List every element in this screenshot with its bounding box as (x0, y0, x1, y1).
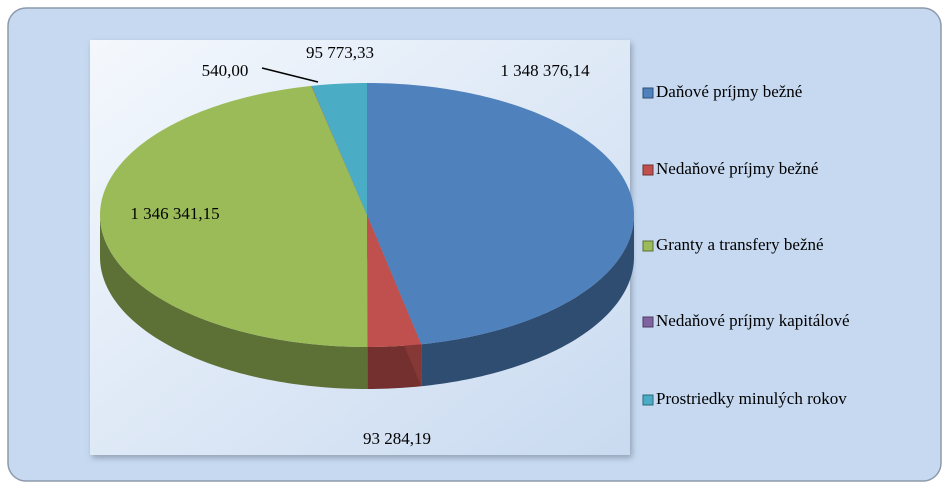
data-label: 540,00 (202, 61, 249, 80)
slice-side (367, 344, 422, 389)
legend-label: Nedaňové príjmy kapitálové (656, 311, 850, 330)
data-label: 1 348 376,14 (500, 61, 590, 80)
legend-marker (642, 240, 654, 252)
legend-marker (642, 316, 654, 328)
data-label: 95 773,33 (306, 43, 374, 62)
legend-label: Nedaňové príjmy bežné (656, 159, 818, 178)
legend-marker (642, 87, 654, 99)
legend-marker (642, 164, 654, 176)
legend-marker (642, 394, 654, 406)
legend-label: Granty a transfery bežné (656, 235, 824, 254)
slice (100, 85, 368, 347)
legend-label: Prostriedky minulých rokov (656, 389, 847, 408)
data-label: 1 346 341,15 (130, 204, 219, 223)
slice (311, 85, 367, 215)
data-label: 93 284,19 (363, 429, 431, 448)
slice-side (100, 215, 368, 389)
slice (367, 83, 634, 345)
slice-side (421, 215, 634, 387)
slice (311, 83, 367, 215)
legend-label: Daňové príjmy bežné (656, 82, 802, 101)
leader-line (261, 67, 319, 83)
slice (367, 215, 422, 347)
